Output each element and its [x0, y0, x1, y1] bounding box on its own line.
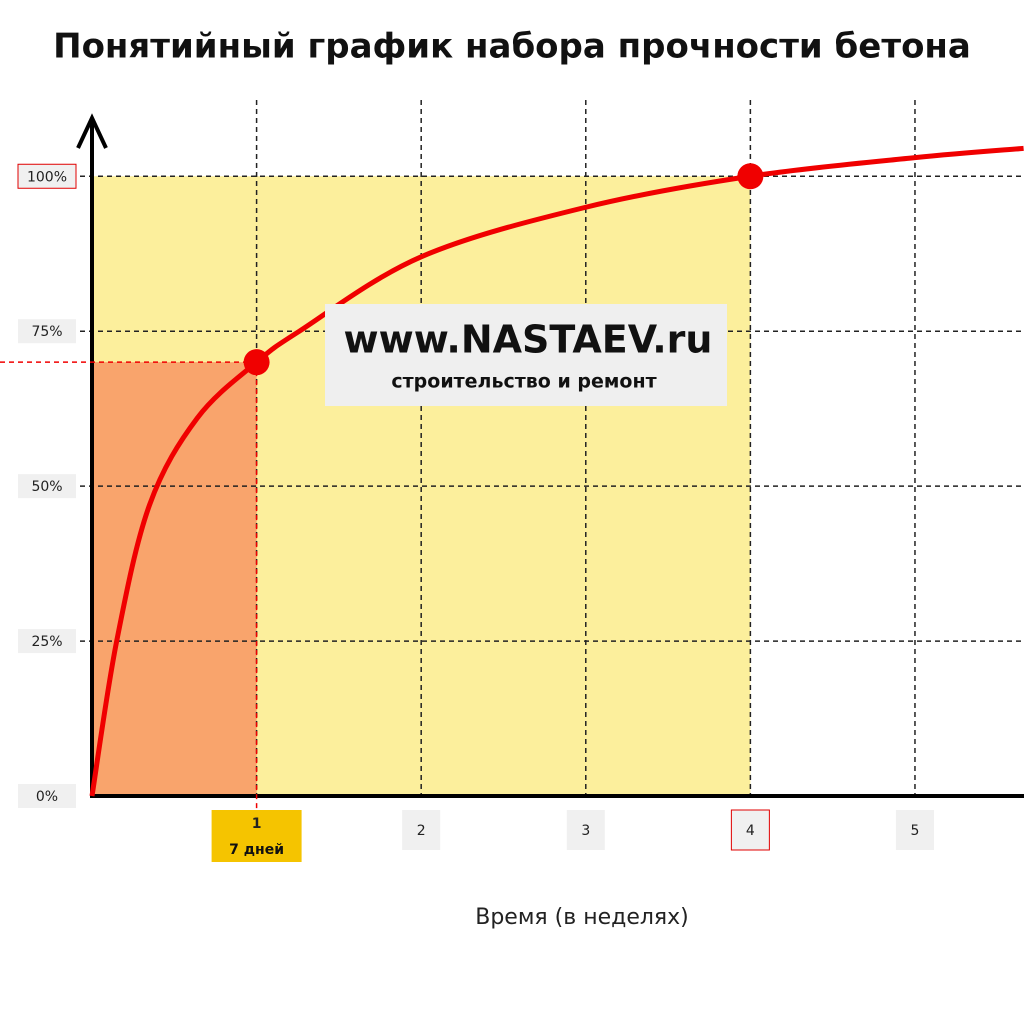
y-tick-box	[18, 474, 76, 499]
x-tick-label: 5	[911, 823, 920, 839]
y-tick-label: 75%	[31, 324, 62, 340]
y-tick-box	[17, 163, 77, 189]
watermark-box	[325, 304, 727, 406]
highlight-region	[92, 362, 257, 796]
x-tick-label: 4	[746, 823, 755, 839]
y-tick-box	[18, 629, 76, 654]
x-tick-label: 1	[252, 816, 262, 832]
watermark-caption: строительство и ремонт	[391, 371, 656, 393]
x-tick-box	[402, 810, 441, 850]
y-tick-label: 100%	[27, 169, 67, 185]
key-point	[737, 163, 764, 190]
x-tick-box	[730, 809, 770, 851]
y-tick-label: 0%	[36, 789, 58, 805]
x-tick-label: 2	[417, 823, 426, 839]
x-tick-box	[895, 810, 934, 850]
x-tick-note: 7 дней	[229, 842, 284, 858]
y-tick-box	[18, 784, 76, 808]
y-tick-box	[18, 319, 76, 344]
grid: 0% 25% 50% 75% 100% 1 7 дней 2 3 4 5	[17, 100, 1024, 862]
x-tick-label: 3	[581, 823, 590, 839]
y-tick-label: 25%	[31, 634, 62, 650]
x-tick-box	[566, 810, 605, 850]
watermark-site: www.NASTAEV.ru	[344, 318, 713, 362]
x-tick-box	[211, 810, 302, 862]
x-axis-label: Время (в неделях)	[475, 905, 689, 930]
y-axis-arrow	[76, 113, 108, 149]
chart-title: Понятийный график набора прочности бетон…	[53, 27, 971, 67]
y-tick-label: 50%	[31, 479, 62, 495]
key-point	[243, 349, 270, 376]
